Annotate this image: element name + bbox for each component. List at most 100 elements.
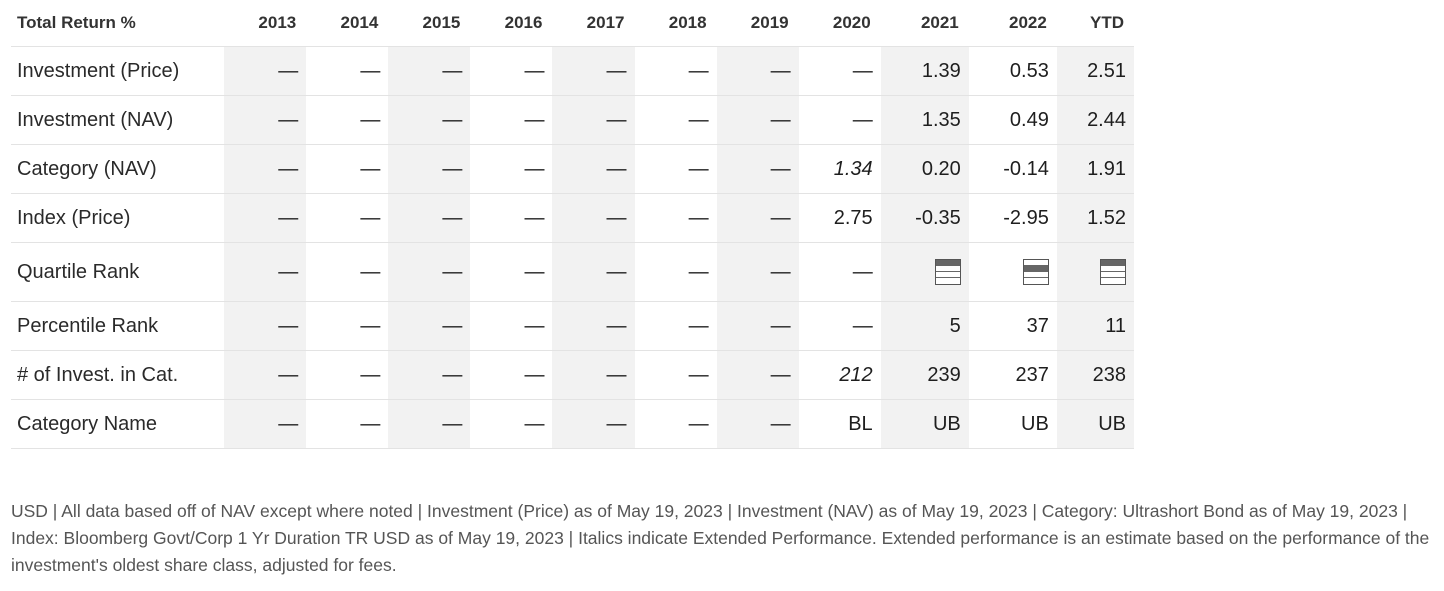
table-cell: — xyxy=(552,350,635,400)
table-cell: 238 xyxy=(1056,350,1134,400)
table-cell: — xyxy=(470,46,553,96)
table-cell: — xyxy=(716,46,799,96)
table-cell: — xyxy=(716,95,799,145)
table-cell: — xyxy=(552,301,635,351)
table-cell: — xyxy=(798,242,881,302)
table-cell: 239 xyxy=(880,350,969,400)
table-cell: 11 xyxy=(1056,301,1134,351)
table-cell: BL xyxy=(798,399,881,449)
year-header-ytd: YTD xyxy=(1056,0,1134,47)
year-header-2020: 2020 xyxy=(798,0,881,47)
table-cell: UB xyxy=(968,399,1057,449)
table-cell: UB xyxy=(880,399,969,449)
table-cell: — xyxy=(798,46,881,96)
table-cell: — xyxy=(388,242,471,302)
quartile-rank-icon xyxy=(1100,259,1126,285)
total-return-table-container: Total Return % 2013 2014 2015 2016 2017 … xyxy=(11,0,1134,449)
table-cell: 0.53 xyxy=(968,46,1057,96)
table-cell: 2.51 xyxy=(1056,46,1134,96)
row-label: Investment (NAV) xyxy=(11,95,225,145)
table-cell: — xyxy=(634,399,717,449)
table-cell: — xyxy=(224,242,307,302)
table-cell: 237 xyxy=(968,350,1057,400)
year-header-2017: 2017 xyxy=(552,0,635,47)
table-cell: 2.75 xyxy=(798,193,881,243)
quartile-cell xyxy=(880,242,969,302)
table-cell: — xyxy=(470,399,553,449)
table-header-row: Total Return % 2013 2014 2015 2016 2017 … xyxy=(11,0,1134,47)
table-cell: 212 xyxy=(798,350,881,400)
footnote-text: USD | All data based off of NAV except w… xyxy=(11,501,1430,575)
table-cell: -0.35 xyxy=(880,193,969,243)
table-cell: — xyxy=(552,242,635,302)
row-label: Investment (Price) xyxy=(11,46,225,96)
table-cell: — xyxy=(224,301,307,351)
row-label: Index (Price) xyxy=(11,193,225,243)
table-cell: — xyxy=(552,399,635,449)
table-cell: — xyxy=(470,95,553,145)
table-cell: — xyxy=(306,144,389,194)
year-header-2018: 2018 xyxy=(634,0,717,47)
table-cell: 0.20 xyxy=(880,144,969,194)
table-cell: — xyxy=(470,350,553,400)
table-cell: — xyxy=(716,144,799,194)
table-cell: — xyxy=(224,46,307,96)
table-cell: UB xyxy=(1056,399,1134,449)
table-row: # of Invest. in Cat. — — — — — — —212 239 237 238 xyxy=(11,350,1134,400)
table-cell: — xyxy=(224,193,307,243)
table-cell: — xyxy=(306,301,389,351)
quartile-rank-icon xyxy=(1022,259,1049,285)
table-cell: — xyxy=(798,95,881,145)
table-cell: 1.34 xyxy=(798,144,881,194)
quartile-cell xyxy=(968,242,1057,302)
table-cell: 0.49 xyxy=(968,95,1057,145)
table-cell: — xyxy=(716,193,799,243)
table-cell: — xyxy=(388,95,471,145)
table-cell: — xyxy=(552,95,635,145)
table-cell: 1.91 xyxy=(1056,144,1134,194)
table-cell: — xyxy=(388,301,471,351)
quartile-cell xyxy=(1056,242,1134,302)
table-cell: — xyxy=(716,399,799,449)
table-cell: — xyxy=(224,144,307,194)
table-cell: 1.35 xyxy=(880,95,969,145)
year-header-2022: 2022 xyxy=(968,0,1057,47)
year-header-2021: 2021 xyxy=(880,0,969,47)
table-cell: — xyxy=(224,95,307,145)
total-return-table: Total Return % 2013 2014 2015 2016 2017 … xyxy=(11,0,1134,449)
table-cell: — xyxy=(634,144,717,194)
table-cell: — xyxy=(552,46,635,96)
table-body: Investment (Price) — — — — — — — —1.39 0.53 2.51 In… xyxy=(11,46,1134,449)
row-label: Percentile Rank xyxy=(11,301,225,351)
table-cell: — xyxy=(552,144,635,194)
table-header-label: Total Return % xyxy=(11,0,225,47)
table-cell: — xyxy=(388,350,471,400)
table-cell: 5 xyxy=(880,301,969,351)
table-cell: — xyxy=(552,193,635,243)
table-cell: -2.95 xyxy=(968,193,1057,243)
table-cell: -0.14 xyxy=(968,144,1057,194)
table-cell: — xyxy=(634,193,717,243)
table-cell: — xyxy=(634,95,717,145)
table-cell: — xyxy=(634,46,717,96)
table-cell: — xyxy=(306,399,389,449)
table-cell: — xyxy=(306,95,389,145)
table-cell: — xyxy=(716,301,799,351)
table-cell: 1.39 xyxy=(880,46,969,96)
table-cell: — xyxy=(306,193,389,243)
table-row: Category Name — — — — — — — BL UB UB UB xyxy=(11,399,1134,449)
table-row: Category (NAV) — — — — — — —1.34 0.20 -0.14 1.91 xyxy=(11,144,1134,194)
table-row: Index (Price) — — — — — — —2.75 -0.35 -2.95 1.52 xyxy=(11,193,1134,243)
table-row: Quartile Rank — — — — — — — — xyxy=(11,242,1134,302)
row-label: Category (NAV) xyxy=(11,144,225,194)
table-cell: — xyxy=(388,193,471,243)
year-header-2013: 2013 xyxy=(224,0,307,47)
table-cell: 1.52 xyxy=(1056,193,1134,243)
year-header-2019: 2019 xyxy=(716,0,799,47)
table-cell: — xyxy=(716,242,799,302)
table-cell: 2.44 xyxy=(1056,95,1134,145)
year-header-2015: 2015 xyxy=(388,0,471,47)
table-cell: — xyxy=(798,301,881,351)
table-cell: — xyxy=(306,46,389,96)
table-row: Investment (Price) — — — — — — — —1.39 0.53 2.51 xyxy=(11,46,1134,96)
